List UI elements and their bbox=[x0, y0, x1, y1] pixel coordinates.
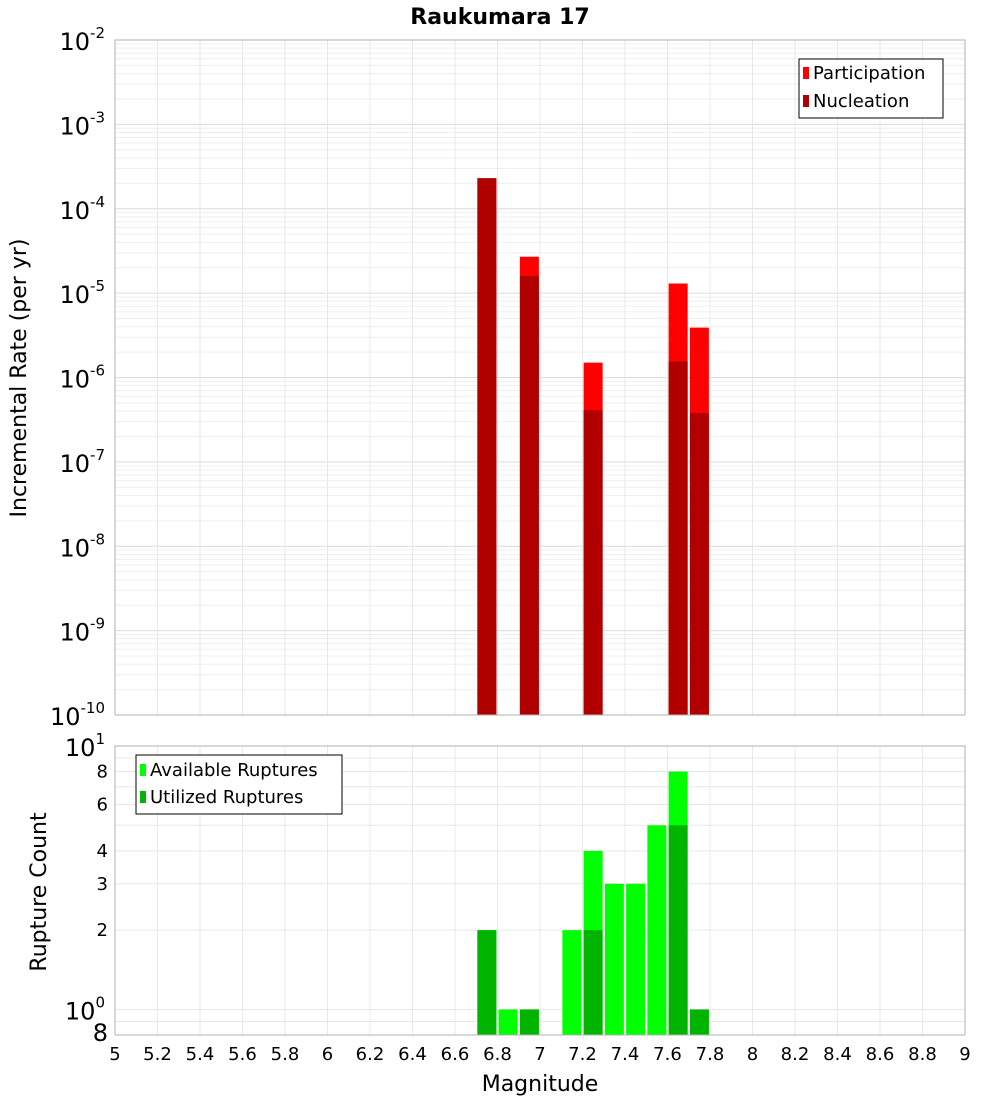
count-plot-frame bbox=[114, 745, 966, 1036]
nucleation-bar bbox=[477, 178, 497, 715]
x-tick-label: 8.4 bbox=[823, 1044, 852, 1065]
x-tick-label: 5.4 bbox=[186, 1044, 215, 1065]
x-tick-label: 7.8 bbox=[696, 1044, 725, 1065]
x-tick-label: 8.2 bbox=[781, 1044, 810, 1065]
count-y-tick-label: 6 bbox=[97, 794, 108, 815]
nucleation-bar bbox=[668, 361, 688, 715]
nucleation-bar bbox=[519, 275, 539, 715]
utilized-ruptures-bar bbox=[668, 825, 688, 1035]
x-tick-label: 6.2 bbox=[356, 1044, 385, 1065]
legend-label-nucleation: Nucleation bbox=[813, 91, 909, 112]
count-legend-box bbox=[135, 754, 343, 815]
x-tick-label: 5.2 bbox=[143, 1044, 172, 1065]
chart-title: Raukumara 17 bbox=[410, 5, 589, 30]
rate-y-tick-label: 10-10 bbox=[50, 699, 105, 731]
x-tick-label: 5.6 bbox=[228, 1044, 257, 1065]
x-tick-label: 6 bbox=[322, 1044, 333, 1065]
legend-swatch-utilized bbox=[140, 791, 146, 803]
count-y-tick-label: 100 bbox=[65, 993, 105, 1025]
x-tick-label: 7.4 bbox=[611, 1044, 640, 1065]
x-tick-label: 7.2 bbox=[568, 1044, 597, 1065]
legend-label-utilized: Utilized Ruptures bbox=[150, 787, 303, 808]
x-tick-label: 6.4 bbox=[398, 1044, 427, 1065]
utilized-ruptures-bar bbox=[519, 1009, 539, 1035]
count-y-tick-label: 8 bbox=[97, 762, 108, 783]
rate-y-tick-label: 10-7 bbox=[59, 446, 105, 478]
rate-plot-grid bbox=[114, 40, 966, 716]
legend-swatch-nucleation bbox=[803, 95, 809, 107]
x-tick-label: 5 bbox=[109, 1044, 120, 1065]
available-ruptures-bar bbox=[626, 883, 646, 1035]
available-ruptures-bar bbox=[562, 930, 582, 1035]
nucleation-bar bbox=[689, 412, 709, 715]
rate-y-tick-label: 10-5 bbox=[59, 277, 105, 309]
count-y-tick-label: 3 bbox=[97, 874, 108, 895]
rate-plot: 10-2 10-3 10-4 10-5 10-6 10-7 10-8 10-9 10-10 In… bbox=[7, 24, 966, 731]
x-tick-label: 8.8 bbox=[908, 1044, 937, 1065]
x-tick-label: 7.6 bbox=[653, 1044, 682, 1065]
rate-y-tick-label: 10-8 bbox=[59, 530, 105, 562]
x-tick-label: 6.6 bbox=[441, 1044, 470, 1065]
count-plot-bars bbox=[477, 771, 709, 1035]
rate-legend-box bbox=[798, 58, 944, 119]
rate-y-tick-label: 10-9 bbox=[59, 615, 105, 647]
x-tick-label: 8.6 bbox=[866, 1044, 895, 1065]
rate-plot-bars bbox=[477, 178, 709, 715]
count-y-tick-label: 101 bbox=[65, 730, 105, 762]
count-y-tick-label: 4 bbox=[97, 841, 108, 862]
available-ruptures-bar bbox=[647, 825, 667, 1035]
legend-label-available: Available Ruptures bbox=[150, 760, 318, 781]
legend-swatch-available bbox=[140, 764, 146, 776]
x-tick-label: 8 bbox=[747, 1044, 758, 1065]
rate-legend: Participation Nucleation bbox=[798, 58, 944, 119]
available-ruptures-bar bbox=[498, 1009, 518, 1035]
rate-y-tick-label: 10-4 bbox=[59, 193, 105, 225]
legend-label-participation: Participation bbox=[813, 63, 925, 84]
count-y-axis-label: Rupture Count bbox=[27, 812, 52, 972]
x-tick-label: 9 bbox=[959, 1044, 970, 1065]
rate-y-axis-label: Incremental Rate (per yr) bbox=[7, 239, 32, 518]
utilized-ruptures-bar bbox=[689, 1009, 709, 1035]
count-y-tick-label: 2 bbox=[97, 920, 108, 941]
utilized-ruptures-bar bbox=[477, 930, 497, 1035]
legend-swatch-participation bbox=[803, 67, 809, 79]
rate-y-tick-label: 10-3 bbox=[59, 108, 105, 140]
rate-y-tick-labels: 10-2 10-3 10-4 10-5 10-6 10-7 10-8 10-9 10-10 bbox=[50, 24, 105, 731]
rate-y-tick-label: 10-6 bbox=[59, 362, 105, 394]
x-tick-label: 7 bbox=[534, 1044, 545, 1065]
count-y-tick-label: 8 bbox=[93, 1019, 108, 1047]
x-tick-labels: 5 5.2 5.4 5.6 5.8 6 6.2 6.4 6.6 6.8 7 7.2 7.4 7.6 7.8 8… bbox=[109, 1044, 970, 1065]
x-tick-label: 6.8 bbox=[483, 1044, 512, 1065]
available-ruptures-bar bbox=[604, 883, 624, 1035]
utilized-ruptures-bar bbox=[583, 930, 603, 1035]
x-axis-label: Magnitude bbox=[482, 1072, 599, 1097]
rate-plot-frame bbox=[114, 39, 966, 716]
count-legend: Available Ruptures Utilized Ruptures bbox=[135, 754, 343, 815]
nucleation-bar bbox=[583, 410, 603, 715]
x-tick-label: 5.8 bbox=[271, 1044, 300, 1065]
rate-y-tick-label: 10-2 bbox=[59, 24, 105, 56]
